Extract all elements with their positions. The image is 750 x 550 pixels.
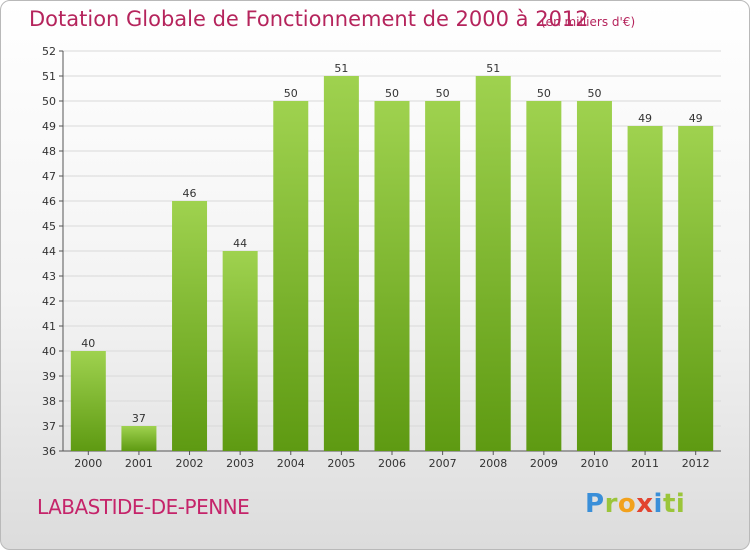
data-label: 50: [436, 87, 450, 100]
bar-2009: [526, 101, 562, 451]
bar-2003: [222, 251, 258, 451]
data-label: 50: [284, 87, 298, 100]
y-tick-label: 40: [42, 345, 56, 358]
data-label: 50: [385, 87, 399, 100]
x-tick-label: 2008: [479, 457, 507, 470]
bar-2012: [678, 126, 714, 451]
y-tick-label: 36: [42, 445, 56, 458]
bar-2007: [425, 101, 461, 451]
x-tick-label: 2012: [682, 457, 710, 470]
x-tick-label: 2010: [580, 457, 608, 470]
y-tick-label: 38: [42, 395, 56, 408]
bar-2000: [70, 351, 106, 451]
data-label: 51: [486, 62, 500, 75]
bar-2011: [627, 126, 663, 451]
x-tick-label: 2006: [378, 457, 406, 470]
bar-2005: [323, 76, 359, 451]
data-label: 50: [587, 87, 601, 100]
x-tick-label: 2009: [530, 457, 558, 470]
proxiti-logo: Proxiti: [585, 489, 686, 519]
y-tick-label: 51: [42, 70, 56, 83]
x-tick-label: 2011: [631, 457, 659, 470]
y-tick-label: 44: [42, 245, 56, 258]
x-tick-label: 2002: [176, 457, 204, 470]
data-label: 46: [183, 187, 197, 200]
y-tick-label: 52: [42, 45, 56, 58]
bar-2006: [374, 101, 410, 451]
bar-2002: [172, 201, 208, 451]
y-tick-label: 47: [42, 170, 56, 183]
y-tick-label: 48: [42, 145, 56, 158]
y-tick-label: 37: [42, 420, 56, 433]
y-tick-label: 41: [42, 320, 56, 333]
y-tick-label: 50: [42, 95, 56, 108]
y-tick-label: 43: [42, 270, 56, 283]
x-tick-label: 2000: [74, 457, 102, 470]
chart-subtitle: (en milliers d'€): [541, 15, 636, 29]
x-tick-label: 2007: [429, 457, 457, 470]
bar-2004: [273, 101, 309, 451]
y-tick-label: 39: [42, 370, 56, 383]
y-tick-label: 45: [42, 220, 56, 233]
x-tick-label: 2001: [125, 457, 153, 470]
y-tick-label: 42: [42, 295, 56, 308]
data-label: 49: [638, 112, 652, 125]
bars: [70, 76, 714, 451]
value-labels: 40 37 46 44 50 51 50 50 51 50 50 49 49: [81, 62, 702, 425]
bar-2008: [475, 76, 511, 451]
data-label: 51: [334, 62, 348, 75]
x-tick-label: 2005: [327, 457, 355, 470]
x-tick-label: 2003: [226, 457, 254, 470]
y-tick-label: 49: [42, 120, 56, 133]
data-label: 40: [81, 337, 95, 350]
chart-title: Dotation Globale de Fonctionnement de 20…: [29, 7, 589, 31]
data-label: 50: [537, 87, 551, 100]
data-label: 44: [233, 237, 247, 250]
commune-name: LABASTIDE-DE-PENNE: [37, 495, 250, 519]
y-tick-label: 46: [42, 195, 56, 208]
bar-2010: [576, 101, 612, 451]
bar-2001: [121, 426, 157, 451]
data-label: 37: [132, 412, 146, 425]
x-tick-label: 2004: [277, 457, 305, 470]
data-label: 49: [689, 112, 703, 125]
